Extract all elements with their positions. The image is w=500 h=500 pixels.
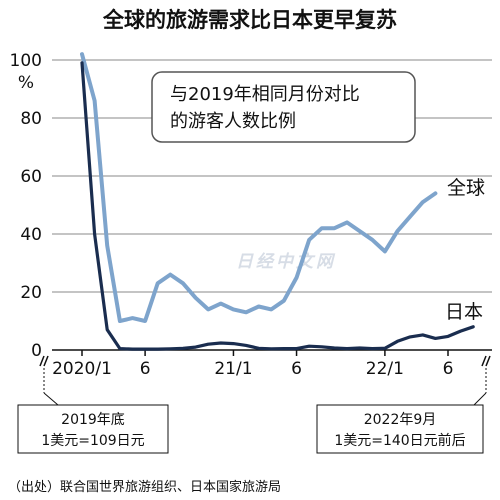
series-label-global: 全球	[447, 177, 485, 199]
left-note-box	[17, 404, 169, 454]
y-tick-label-100: 100	[10, 51, 42, 71]
right-note-line2: 1美元=140日元前后	[334, 432, 465, 449]
source-note: （出处）联合国世界旅游组织、日本国家旅游局	[8, 479, 281, 495]
watermark: 日经中文网	[236, 252, 336, 272]
x-tick-label-4: 22/1	[366, 359, 404, 379]
axis-break-left	[39, 355, 49, 367]
grid	[52, 59, 492, 293]
axis-break-right	[481, 355, 491, 367]
y-tick-label-40: 40	[20, 225, 42, 245]
x-tick-labels: 2020/1 6 21/1 6 22/1 6	[52, 350, 453, 379]
right-note-box	[316, 404, 484, 454]
left-note-line2: 1美元=109日元	[41, 433, 144, 449]
annotation-text-line1: 与2019年相同月份对比	[170, 84, 360, 105]
x-tick-label-1: 6	[140, 359, 151, 379]
left-note-pointer	[43, 392, 59, 406]
y-tick-label-0: 0	[31, 341, 42, 361]
y-tick-label-20: 20	[20, 283, 42, 303]
left-note-line1: 2019年底	[61, 412, 125, 428]
chart-title: 全球的旅游需求比日本更早复苏	[102, 8, 397, 32]
annotation-text-line2: 的游客人数比例	[170, 111, 296, 132]
x-tick-label-5: 6	[443, 359, 454, 379]
y-unit-label: %	[18, 73, 34, 93]
right-note-line1: 2022年9月	[364, 412, 437, 428]
y-tick-label-80: 80	[20, 109, 42, 129]
series-label-japan: 日本	[445, 301, 483, 323]
x-tick-label-2: 21/1	[214, 359, 252, 379]
x-tick-label-3: 6	[291, 359, 302, 379]
right-note-pointer	[473, 392, 487, 406]
y-tick-labels: 0 20 40 60 80 100	[10, 51, 42, 361]
annotation-box	[151, 71, 416, 143]
y-tick-label-60: 60	[20, 167, 42, 187]
series-line-global	[80, 52, 438, 323]
series-lines	[80, 52, 475, 351]
series-line-japan	[80, 61, 475, 351]
x-tick-label-0: 2020/1	[52, 359, 112, 379]
